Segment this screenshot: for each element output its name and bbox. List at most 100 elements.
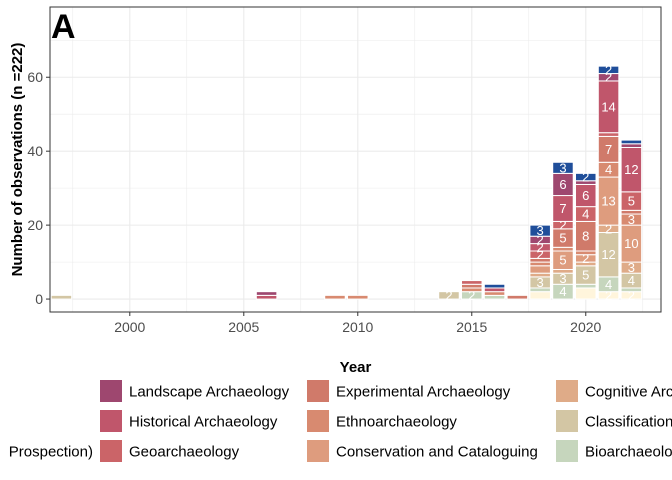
legend-label: Geoarchaeology bbox=[129, 444, 240, 461]
legend-label: Conservation and Cataloguing bbox=[336, 444, 538, 461]
bar-segment bbox=[506, 294, 529, 300]
legend-item: Ethnoarchaeology bbox=[307, 410, 457, 432]
legend-label: Landscape Archaeology bbox=[129, 384, 290, 401]
x-tick-label: 2000 bbox=[114, 319, 145, 335]
bars: 2 232223435527635284622412213471422243103… bbox=[50, 62, 643, 303]
data-label: 4 bbox=[605, 277, 612, 292]
bar-segment bbox=[347, 294, 369, 300]
data-label: 2 bbox=[605, 221, 612, 236]
legend-label: Historical Archaeology bbox=[129, 414, 278, 431]
legend-key bbox=[100, 380, 122, 402]
x-tick-label: 2005 bbox=[228, 319, 259, 335]
legend-item: Landscape Archaeology bbox=[100, 380, 290, 402]
legend-label: Bioarchaeology bbox=[585, 444, 672, 461]
legend-key bbox=[307, 380, 329, 402]
data-label: 3 bbox=[537, 275, 544, 290]
data-label: 4 bbox=[605, 162, 612, 177]
bar-segment bbox=[461, 280, 483, 285]
bar-segment bbox=[620, 209, 643, 215]
bar-segment bbox=[461, 287, 483, 293]
data-label: 6 bbox=[582, 188, 589, 203]
data-label: 2 bbox=[537, 247, 544, 262]
data-label: 2 bbox=[605, 62, 612, 77]
plot-border bbox=[49, 6, 662, 313]
bar-segment bbox=[529, 224, 551, 237]
bar-segment bbox=[529, 272, 551, 278]
panel-label: A bbox=[51, 8, 76, 46]
bar-segment bbox=[575, 287, 597, 300]
y-tick-label: 60 bbox=[27, 69, 43, 85]
bar-segment bbox=[50, 294, 73, 300]
legend-label: Ethnoarchaeology bbox=[336, 414, 457, 431]
legend-label: Cognitive Archaeology bbox=[585, 384, 672, 401]
legend-label: Classification bbox=[585, 414, 672, 431]
data-label: 2 bbox=[468, 288, 475, 303]
data-label: 4 bbox=[582, 207, 589, 222]
legend-label: Experimental Archaeology bbox=[336, 384, 511, 401]
bar-segment bbox=[552, 161, 574, 174]
bar-2009 bbox=[324, 294, 346, 300]
legend-label: Prospection) bbox=[9, 444, 93, 461]
y-tick-label: 20 bbox=[27, 217, 43, 233]
legend-item: Prospection) bbox=[9, 444, 93, 461]
legend-item: Historical Archaeology bbox=[100, 410, 278, 432]
axes: 0 20 40 60 2000 2005 2010 2015 2020 bbox=[27, 69, 601, 335]
bar-segment bbox=[324, 294, 346, 300]
x-tick-label: 2015 bbox=[456, 319, 487, 335]
bar-segment bbox=[552, 246, 574, 252]
y-axis-title: Number of observations (n =222) bbox=[9, 43, 26, 277]
data-label: 5 bbox=[559, 253, 566, 268]
legend-key bbox=[307, 410, 329, 432]
bar-segment bbox=[575, 172, 597, 182]
legend-item: Conservation and Cataloguing bbox=[307, 440, 538, 462]
data-label: 12 bbox=[624, 162, 638, 177]
bar-2014: 2 bbox=[438, 288, 460, 303]
bar-2017 bbox=[506, 294, 529, 300]
legend-key bbox=[556, 410, 578, 432]
data-label: 2 bbox=[605, 288, 612, 303]
data-label: 12 bbox=[601, 247, 615, 262]
bar-segment bbox=[255, 294, 278, 300]
bar-1997 bbox=[50, 294, 73, 300]
bar-segment bbox=[597, 65, 620, 75]
bar-segment bbox=[620, 143, 643, 148]
legend-item: Cognitive Archaeology bbox=[556, 380, 672, 402]
bar-segment bbox=[597, 132, 620, 137]
bar-segment bbox=[483, 294, 506, 300]
data-label: 2 bbox=[537, 240, 544, 255]
bar-segment bbox=[483, 291, 506, 296]
bar-2006 bbox=[255, 291, 278, 300]
bar-segment bbox=[483, 283, 506, 289]
bar-segment bbox=[620, 139, 643, 145]
data-label: 4 bbox=[628, 273, 635, 288]
x-tick-label: 2020 bbox=[570, 319, 601, 335]
y-tick-label: 40 bbox=[27, 143, 43, 159]
legend-key bbox=[556, 440, 578, 462]
bar-segment bbox=[575, 283, 597, 289]
bar-segment bbox=[552, 268, 574, 274]
legend-key bbox=[556, 380, 578, 402]
data-label: 10 bbox=[624, 236, 638, 251]
y-tick-label: 0 bbox=[35, 291, 43, 307]
data-label: 7 bbox=[605, 142, 612, 157]
bar-segment bbox=[529, 261, 551, 267]
grid-lines bbox=[50, 7, 661, 312]
bar-segment bbox=[438, 291, 460, 300]
x-axis-title: Year bbox=[340, 359, 372, 376]
data-label: 2 bbox=[559, 218, 566, 233]
data-label: 2 bbox=[628, 288, 635, 303]
data-label: 13 bbox=[601, 194, 615, 209]
bar-2015: 2 bbox=[461, 280, 483, 303]
data-label: 5 bbox=[628, 194, 635, 209]
data-label: 4 bbox=[559, 284, 566, 299]
data-label: 2 bbox=[445, 288, 452, 303]
data-label: 7 bbox=[559, 201, 566, 216]
bar-segment bbox=[255, 291, 278, 296]
data-label: 3 bbox=[559, 271, 566, 286]
data-label: 6 bbox=[559, 177, 566, 192]
legend-key bbox=[100, 440, 122, 462]
x-tick-label: 2010 bbox=[342, 319, 373, 335]
